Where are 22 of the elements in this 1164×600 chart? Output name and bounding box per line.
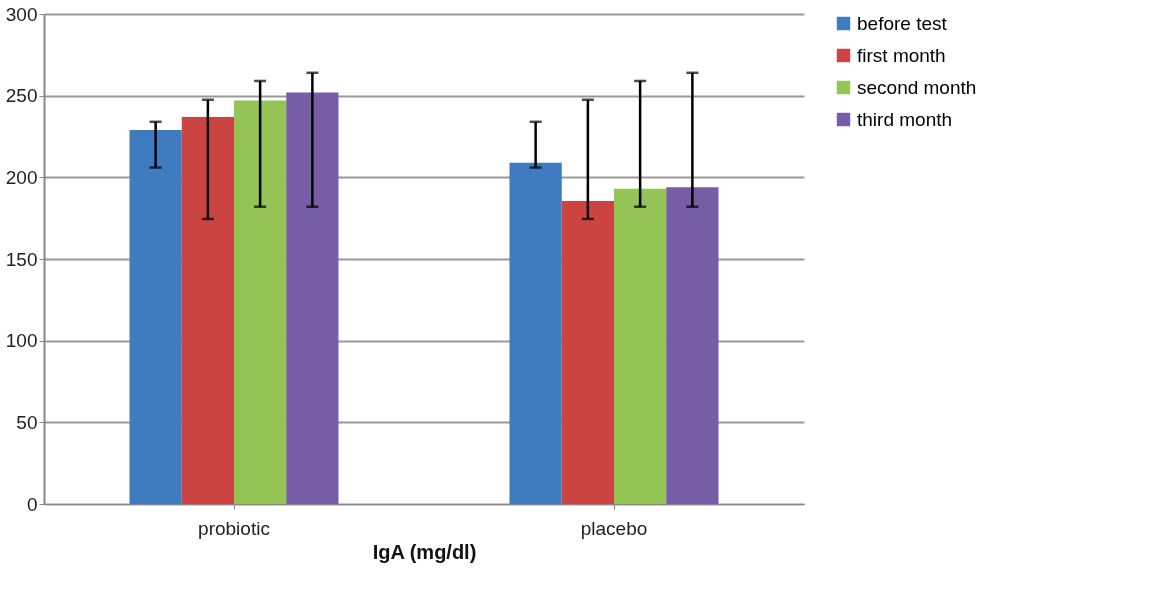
- bar: [286, 92, 339, 504]
- y-tick-label: 300: [5, 3, 38, 25]
- legend-label: first month: [857, 44, 946, 66]
- legend-label: before test: [857, 12, 948, 34]
- legend-label: third month: [857, 108, 953, 130]
- bar: [234, 100, 287, 504]
- y-tick-label: 100: [5, 330, 38, 352]
- y-tick-label: 250: [5, 85, 38, 107]
- y-tick-label: 150: [5, 248, 38, 270]
- legend-label: second month: [857, 76, 977, 98]
- bar: [509, 162, 562, 504]
- bar: [561, 201, 614, 504]
- y-tick-label: 50: [16, 411, 38, 433]
- y-tick-label: 200: [5, 166, 38, 188]
- bar: [666, 187, 719, 504]
- x-tick-label: probiotic: [198, 517, 270, 539]
- bar: [129, 129, 182, 504]
- x-tick-label: placebo: [580, 517, 648, 539]
- x-axis-title: IgA (mg/dl): [372, 540, 477, 563]
- bar: [614, 188, 667, 504]
- bar: [181, 116, 234, 504]
- y-tick-label: 0: [26, 493, 38, 515]
